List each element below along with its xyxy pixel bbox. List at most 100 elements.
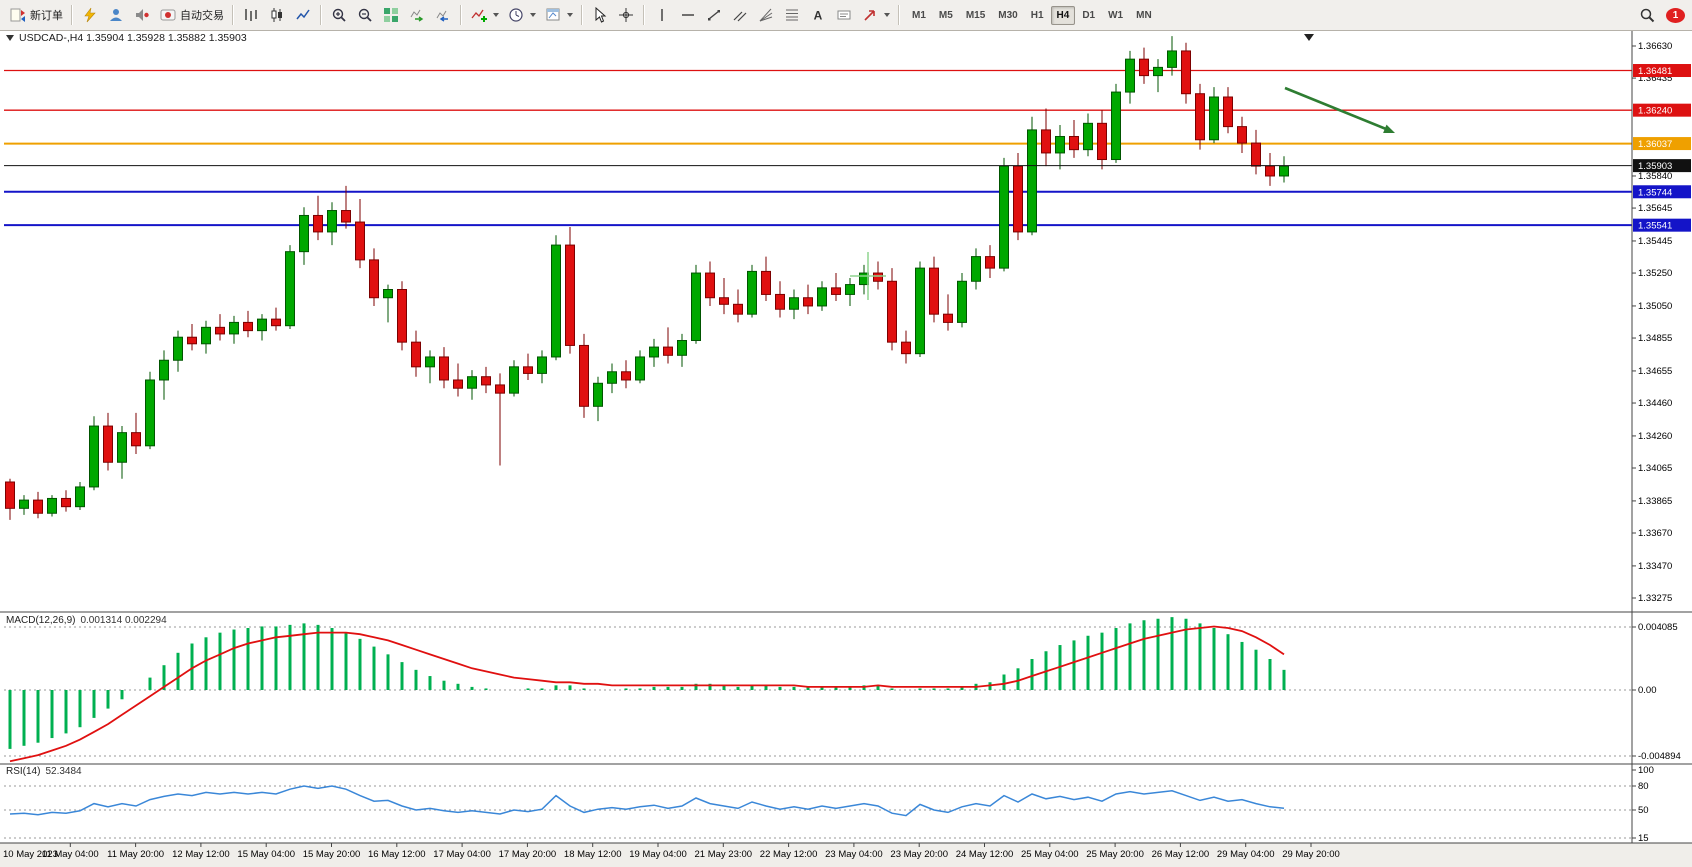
crosshair-button[interactable] — [613, 3, 639, 27]
lightning-icon — [81, 7, 99, 24]
candle-body — [1237, 126, 1247, 144]
search-button[interactable] — [1634, 3, 1660, 27]
line-chart-button[interactable] — [290, 3, 316, 27]
autotrading-button[interactable]: 自动交易 — [155, 3, 228, 27]
time-axis-label: 21 May 23:00 — [695, 849, 753, 860]
horizontal-line-tool-button[interactable] — [675, 3, 701, 27]
channel-tool-button[interactable] — [727, 3, 753, 27]
fibonacci-tool-button[interactable] — [779, 3, 805, 27]
candle-body — [817, 287, 827, 307]
vertical-line-tool-button[interactable] — [649, 3, 675, 27]
zoom-in-button[interactable] — [326, 3, 352, 27]
candle-body — [33, 499, 43, 514]
candle-body — [1111, 91, 1121, 161]
auto-scroll-button[interactable] — [404, 3, 430, 27]
candle-body — [705, 272, 715, 299]
templates-button[interactable] — [540, 3, 577, 27]
periods-button[interactable] — [503, 3, 540, 27]
time-axis-label: 19 May 04:00 — [629, 849, 687, 860]
trend-arrow-annotation[interactable] — [1284, 86, 1387, 131]
candle-body — [1041, 129, 1051, 154]
market-button[interactable] — [77, 3, 103, 27]
price-axis-label: 1.34460 — [1638, 398, 1672, 409]
price-label-1.36037-text: 1.36037 — [1638, 139, 1672, 150]
toolbar-separator — [460, 5, 462, 25]
tile-windows-button[interactable] — [378, 3, 404, 27]
price-axis-label: 1.34855 — [1638, 333, 1672, 344]
candle-body — [537, 356, 547, 374]
cursor-button[interactable] — [587, 3, 613, 27]
text-label-tool-button[interactable] — [831, 3, 857, 27]
notifications-badge[interactable]: 1 — [1666, 7, 1685, 23]
time-axis-label: 22 May 12:00 — [760, 849, 818, 860]
price-axis-label: 1.35445 — [1638, 236, 1672, 247]
timeframe-button-m15[interactable]: M15 — [960, 6, 991, 25]
candle-body — [1223, 96, 1233, 128]
candle-body — [1125, 58, 1135, 93]
candle-body — [229, 321, 239, 335]
arrows-tool-button[interactable] — [857, 3, 894, 27]
arrow-object-icon — [861, 7, 879, 24]
chevron-down-icon — [567, 13, 573, 17]
timeframe-button-h4[interactable]: H4 — [1050, 5, 1076, 25]
new-order-label: 新订单 — [30, 10, 63, 22]
candle-body — [1097, 122, 1107, 161]
time-axis-label: 18 May 12:00 — [564, 849, 622, 860]
candle-body — [1195, 93, 1205, 141]
chart-shift-button[interactable] — [430, 3, 456, 27]
time-axis-label: 11 May 04:00 — [42, 849, 99, 860]
bar-chart-button[interactable] — [238, 3, 264, 27]
timeframe-button-d1[interactable]: D1 — [1076, 6, 1101, 25]
timeframe-button-m30[interactable]: M30 — [992, 6, 1023, 25]
candle-body — [481, 376, 491, 386]
chevron-down-icon — [493, 13, 499, 17]
toolbar-separator — [232, 5, 234, 25]
timeframe-button-m1[interactable]: M1 — [906, 6, 932, 25]
rsi-indicator-label: RSI(14) 52.3484 — [6, 766, 82, 777]
candle-body — [1209, 96, 1219, 141]
trendline-tool-button[interactable] — [701, 3, 727, 27]
candle-body — [215, 326, 225, 335]
timeframe-button-mn[interactable]: MN — [1130, 6, 1158, 25]
time-axis-label: 26 May 12:00 — [1152, 849, 1210, 860]
candle-body — [523, 366, 533, 374]
zoom-in-icon — [330, 7, 348, 24]
price-label-1.36240 — [1633, 103, 1691, 117]
main-toolbar: 新订单 自动交易 — [0, 0, 1692, 31]
price-label-1.36037 — [1633, 137, 1691, 151]
candle-body — [915, 267, 925, 355]
time-axis-label: 24 May 12:00 — [956, 849, 1014, 860]
toolbar-right-group: 1 — [1634, 3, 1687, 27]
fibonacci-fan-tool-button[interactable] — [753, 3, 779, 27]
timeframe-group: M1 M5 M15 M30 H1 H4 D1 W1 MN — [906, 5, 1158, 25]
text-label-icon — [835, 7, 853, 24]
candle-body — [789, 297, 799, 310]
candle-body — [1167, 50, 1177, 68]
candlestick-chart-button[interactable] — [264, 3, 290, 27]
signals-button[interactable] — [103, 3, 129, 27]
candle-body — [383, 289, 393, 299]
candle-body — [131, 432, 141, 447]
news-button[interactable] — [129, 3, 155, 27]
candle-body — [257, 318, 267, 332]
price-label-1.36240-text: 1.36240 — [1638, 106, 1672, 117]
auto-scroll-icon — [408, 7, 426, 24]
candle-body — [775, 293, 785, 310]
candle-body — [117, 432, 127, 463]
price-label-1.36481-text: 1.36481 — [1638, 66, 1672, 77]
timeframe-button-w1[interactable]: W1 — [1102, 6, 1129, 25]
candles-layer — [5, 36, 1289, 520]
new-order-button[interactable]: 新订单 — [5, 3, 67, 27]
one-click-trading-collapse-icon[interactable] — [6, 35, 14, 41]
candle-body — [845, 284, 855, 295]
svg-text:A: A — [814, 9, 823, 23]
text-tool-button[interactable]: A — [805, 3, 831, 27]
indicators-button[interactable] — [466, 3, 503, 27]
zoom-out-button[interactable] — [352, 3, 378, 27]
trend-arrow-head[interactable] — [1383, 124, 1395, 133]
price-axis-label: 1.34260 — [1638, 431, 1672, 442]
timeframe-button-h1[interactable]: H1 — [1025, 6, 1050, 25]
price-axis-label: 1.34065 — [1638, 463, 1672, 474]
timeframe-button-m5[interactable]: M5 — [933, 6, 959, 25]
